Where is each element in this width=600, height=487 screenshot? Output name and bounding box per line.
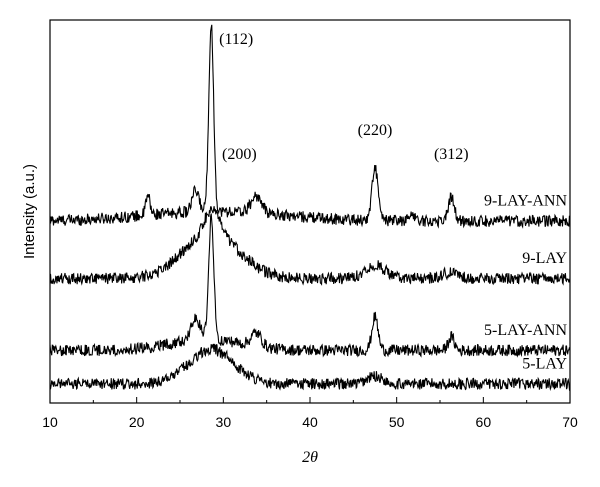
series-line-5-lay-ann — [49, 213, 571, 358]
peak-label: (312) — [434, 146, 469, 163]
x-tick-label: 10 — [42, 414, 58, 430]
x-axis-label: 2θ — [302, 449, 318, 466]
series-layer — [49, 24, 571, 392]
series-label-5-lay-ann: 5-LAY-ANN — [484, 322, 567, 339]
x-tick-label: 40 — [302, 414, 318, 430]
annotations: 9-LAY-ANN 9-LAY 5-LAY-ANN 5-LAY (112) (200) (2… — [219, 31, 567, 372]
y-axis-label: Intensity (a.u.) — [21, 164, 38, 259]
series-label-9-lay: 9-LAY — [522, 250, 567, 267]
peak-label: (112) — [219, 31, 253, 48]
x-tick-label: 60 — [476, 414, 492, 430]
series-line-9-lay-ann — [49, 24, 571, 229]
peak-label: (220) — [358, 122, 393, 139]
x-tick-label: 70 — [562, 414, 578, 430]
x-tick-label: 30 — [216, 414, 232, 430]
series-line-5-lay — [49, 343, 571, 392]
x-tick-label: 20 — [129, 414, 145, 430]
series-label-5-lay: 5-LAY — [522, 355, 567, 372]
series-line-9-lay — [49, 206, 571, 286]
peak-label: (200) — [222, 146, 257, 163]
x-tick-label: 50 — [389, 414, 405, 430]
series-label-9-lay-ann: 9-LAY-ANN — [484, 193, 567, 210]
x-axis: 10 20 30 40 50 60 70 — [42, 397, 578, 430]
